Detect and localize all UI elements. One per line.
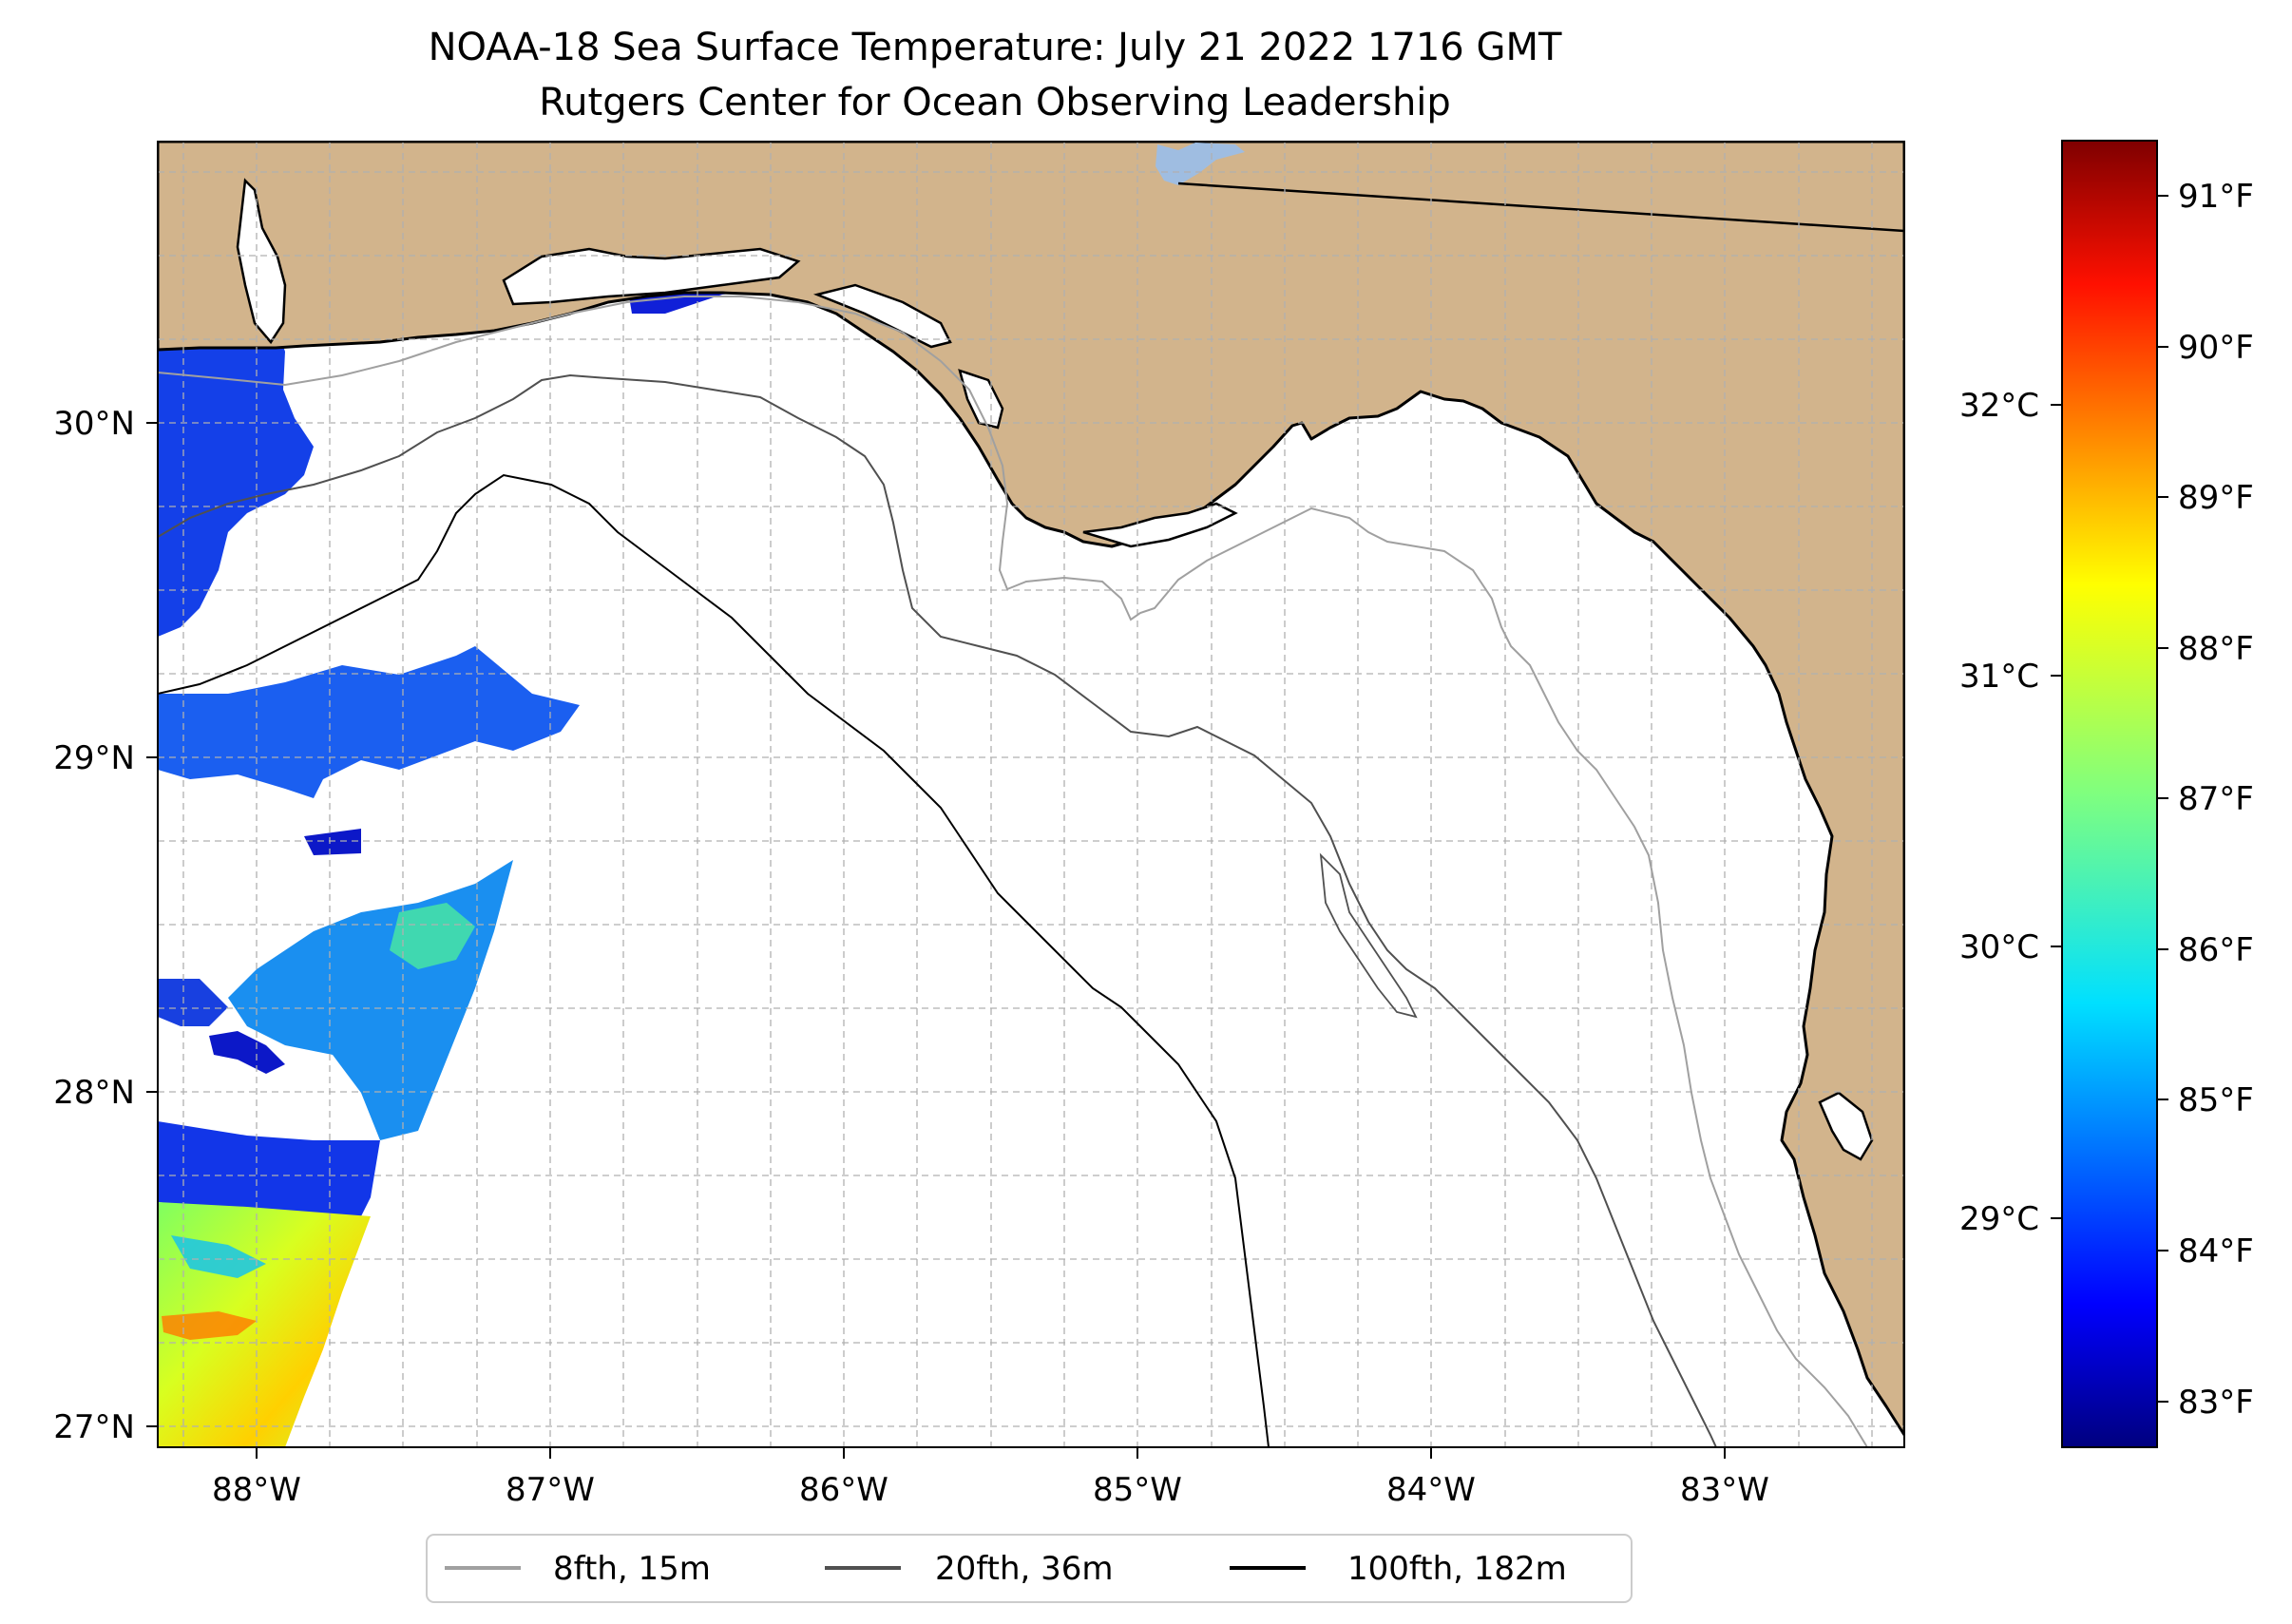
sst-patch-south-blue	[158, 1121, 380, 1216]
chart-subtitle: Rutgers Center for Ocean Observing Leade…	[539, 81, 1451, 124]
colorbar-f-label: 83°F	[2178, 1384, 2254, 1422]
colorbar-c-label: 29°C	[1959, 1200, 2039, 1238]
legend-label-20fth: 20fth, 36m	[935, 1550, 1114, 1588]
legend-label-100fth: 100fth, 182m	[1347, 1550, 1567, 1588]
colorbar-f-ticks	[2157, 195, 2168, 1403]
tampa-bay	[1818, 1091, 1874, 1161]
colorbar-c-label: 30°C	[1959, 928, 2039, 966]
sst-patch-south-hot	[162, 1311, 257, 1340]
pensacola-bay	[502, 247, 801, 306]
contour-20fth-36m	[158, 373, 1717, 1447]
sst-patch-central-warm	[390, 903, 475, 969]
chart-title: NOAA-18 Sea Surface Temperature: July 21…	[429, 26, 1562, 69]
lon-tick-label: 86°W	[799, 1471, 888, 1509]
legend: 8fth, 15m 20fth, 36m 100fth, 182m	[426, 1534, 1633, 1603]
inland-lake	[1156, 143, 1245, 185]
sst-patch-west-mid	[158, 979, 228, 1026]
colorbar-f-label: 90°F	[2178, 329, 2254, 367]
lat-tick-label: 30°N	[53, 405, 135, 443]
lon-tick-label: 84°W	[1386, 1471, 1476, 1509]
contour-8fth-15m	[158, 296, 1868, 1447]
legend-label-8fth: 8fth, 15m	[553, 1550, 711, 1588]
st-andrews-bay	[958, 369, 1004, 430]
contour-20fth-island	[1319, 852, 1418, 1019]
colorbar-c-label: 32°C	[1959, 387, 2039, 425]
lat-tick-label: 28°N	[53, 1074, 135, 1112]
colorbar-f-label: 86°F	[2178, 931, 2254, 969]
lat-tick-label: 29°N	[53, 739, 135, 777]
colorbar-c-ticks	[2051, 404, 2062, 1219]
colorbar-f-label: 89°F	[2178, 479, 2254, 517]
state-border	[1177, 182, 1904, 233]
x-axis	[256, 1447, 1726, 1459]
contour-100fth-182m	[158, 473, 1270, 1447]
colorbar-f-label: 91°F	[2178, 178, 2254, 216]
land-mass	[158, 142, 1904, 1437]
gridlines	[158, 142, 1904, 1447]
mobile-bay	[236, 178, 287, 345]
legend-box	[426, 1534, 1633, 1603]
colorbar-c-label: 31°C	[1959, 658, 2039, 696]
sst-patch-mid-north	[158, 646, 580, 798]
colorbar-f-label: 88°F	[2178, 630, 2254, 668]
colorbar-gradient	[2061, 140, 2158, 1448]
sst-patch-small	[209, 1031, 285, 1074]
choctawhatchee-bay	[812, 283, 952, 349]
y-axis	[146, 422, 158, 1427]
colorbar: 83°F 84°F 85°F 86°F 87°F 88°F 89°F 90°F …	[1959, 140, 2254, 1448]
colorbar-f-label: 84°F	[2178, 1232, 2254, 1271]
lon-tick-label: 88°W	[212, 1471, 301, 1509]
map-frame	[157, 141, 1905, 1448]
sst-patch-mid-dots	[304, 829, 361, 855]
colorbar-f-label: 87°F	[2178, 780, 2254, 818]
map-panel	[158, 142, 1904, 1447]
lat-tick-label: 27°N	[53, 1408, 135, 1446]
coastal-bays	[236, 178, 1874, 1161]
lon-tick-label: 83°W	[1680, 1471, 1769, 1509]
sst-patch-south-cool	[171, 1235, 266, 1278]
lon-tick-label: 87°W	[506, 1471, 595, 1509]
lon-tick-label: 85°W	[1093, 1471, 1182, 1509]
colorbar-f-label: 85°F	[2178, 1081, 2254, 1119]
